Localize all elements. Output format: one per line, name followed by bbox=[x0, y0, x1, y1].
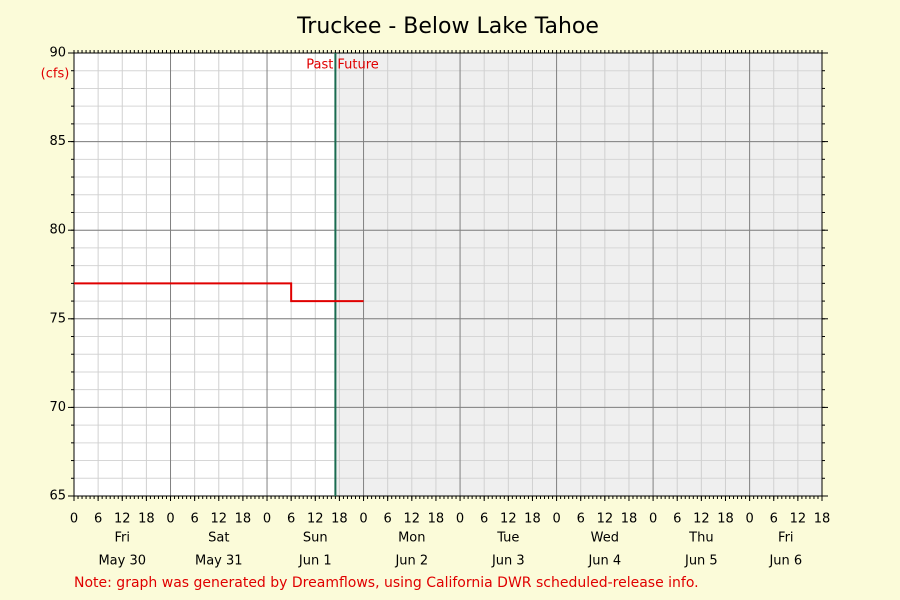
x-tick-label: 18 bbox=[235, 512, 252, 527]
y-unit: (cfs) bbox=[41, 67, 70, 82]
date-label: Jun 2 bbox=[394, 554, 428, 569]
x-tick-label: 6 bbox=[673, 512, 681, 527]
x-tick-label: 6 bbox=[94, 512, 102, 527]
x-tick-label: 6 bbox=[287, 512, 295, 527]
x-tick-label: 12 bbox=[404, 512, 421, 527]
x-tick-label: 18 bbox=[524, 512, 541, 527]
date-label: May 30 bbox=[98, 554, 146, 569]
flow-line bbox=[74, 282, 364, 303]
x-tick-label: 18 bbox=[717, 512, 734, 527]
x-tick-label: 12 bbox=[597, 512, 614, 527]
y-tick-label: 75 bbox=[49, 311, 66, 326]
weekday-label: Sun bbox=[303, 531, 328, 546]
chart-title: Truckee - Below Lake Tahoe bbox=[296, 14, 599, 39]
x-tick-label: 12 bbox=[114, 512, 131, 527]
x-tick-label: 18 bbox=[331, 512, 348, 527]
x-tick-label: 0 bbox=[166, 512, 174, 527]
weekday-label: Tue bbox=[496, 531, 519, 546]
x-tick-label: 0 bbox=[552, 512, 560, 527]
future-label: Future bbox=[337, 58, 378, 73]
x-tick-label: 0 bbox=[456, 512, 464, 527]
y-tick-label: 90 bbox=[49, 46, 66, 61]
y-tick-label: 85 bbox=[49, 134, 66, 149]
x-tick-label: 18 bbox=[621, 512, 638, 527]
x-tick-label: 12 bbox=[211, 512, 228, 527]
x-tick-label: 6 bbox=[770, 512, 778, 527]
date-label: Jun 1 bbox=[298, 554, 332, 569]
x-tick-label: 18 bbox=[814, 512, 831, 527]
plot-frame bbox=[73, 52, 823, 497]
date-label: Jun 4 bbox=[587, 554, 621, 569]
x-tick-label: 0 bbox=[70, 512, 78, 527]
x-tick-label: 0 bbox=[649, 512, 657, 527]
date-label: Jun 3 bbox=[491, 554, 525, 569]
y-tick-label: 80 bbox=[49, 223, 66, 238]
x-tick-label: 12 bbox=[307, 512, 324, 527]
x-tick-label: 12 bbox=[693, 512, 710, 527]
date-label: Jun 6 bbox=[768, 554, 802, 569]
weekday-label: Fri bbox=[115, 531, 131, 546]
past-label: Past bbox=[306, 58, 333, 73]
weekday-label: Mon bbox=[398, 531, 425, 546]
x-tick-label: 6 bbox=[191, 512, 199, 527]
x-tick-label: 12 bbox=[790, 512, 807, 527]
date-label: May 31 bbox=[195, 554, 243, 569]
x-tick-label: 18 bbox=[138, 512, 155, 527]
x-tick-label: 6 bbox=[577, 512, 585, 527]
x-tick-label: 6 bbox=[480, 512, 488, 527]
note: Note: graph was generated by Dreamflows,… bbox=[74, 575, 699, 591]
weekday-label: Fri bbox=[778, 531, 794, 546]
weekday-label: Thu bbox=[688, 531, 713, 546]
x-tick-label: 0 bbox=[359, 512, 367, 527]
x-tick-label: 0 bbox=[745, 512, 753, 527]
x-tick-label: 18 bbox=[428, 512, 445, 527]
date-label: Jun 5 bbox=[684, 554, 718, 569]
x-tick-label: 12 bbox=[500, 512, 517, 527]
y-tick-label: 70 bbox=[49, 400, 66, 415]
weekday-label: Wed bbox=[591, 531, 619, 546]
y-tick-label: 65 bbox=[49, 489, 66, 504]
weekday-label: Sat bbox=[208, 531, 229, 546]
x-tick-label: 6 bbox=[384, 512, 392, 527]
x-tick-label: 0 bbox=[263, 512, 271, 527]
future-region bbox=[335, 53, 822, 496]
